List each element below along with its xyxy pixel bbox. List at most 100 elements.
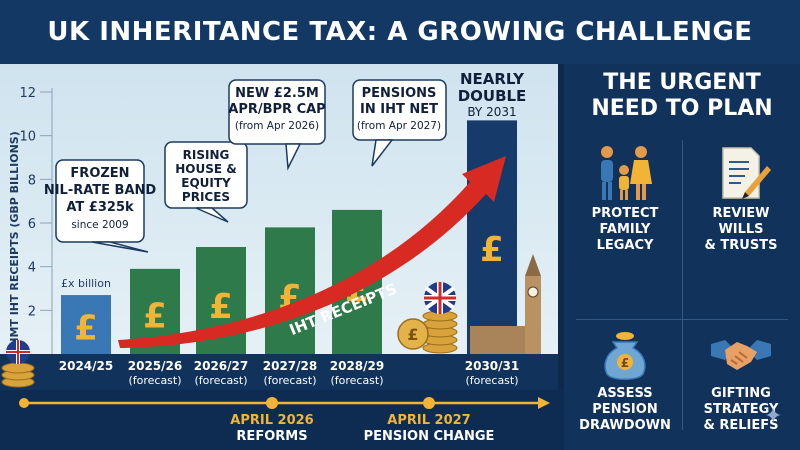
- flag-cross-red: [424, 282, 456, 314]
- x-tick-sublabel: (forecast): [128, 374, 181, 387]
- headline-note: BY 2031: [467, 105, 516, 119]
- timeline-arrowhead: [538, 397, 550, 409]
- x-tick-label: 2026/27: [194, 359, 248, 373]
- y-tick-label: 10: [19, 130, 36, 145]
- coin: [397, 318, 429, 350]
- callout-text: PENSIONS: [362, 86, 437, 101]
- callout-text: PRICES: [182, 190, 230, 204]
- timeline-dot-2026: [266, 397, 278, 409]
- callout-text: RISING: [183, 148, 230, 162]
- plan-item-label: DRAWDOWN: [579, 418, 671, 433]
- timeline-dot-2027: [423, 397, 435, 409]
- x-tick-label: 2025/26: [128, 359, 182, 373]
- timeline-event-date: APRIL 2026: [230, 413, 313, 428]
- planning-panel: THE URGENT NEED TO PLAN PROTECT FAMILY L…: [564, 64, 800, 450]
- callout-note: (from Apr 2026): [235, 120, 319, 132]
- callout-box: [228, 79, 326, 145]
- planning-title-line: NEED TO PLAN: [591, 96, 773, 121]
- y-tick-label: 4: [28, 261, 36, 276]
- flag-cross-red: [6, 340, 30, 364]
- callout-text: AT £325k: [66, 200, 134, 215]
- callout-note: since 2009: [71, 219, 128, 231]
- divider: [576, 319, 788, 320]
- plan-item-protect-legacy: PROTECT FAMILY LEGACY: [570, 144, 680, 254]
- callout-text: EQUITY: [181, 176, 231, 190]
- callout-box: [352, 79, 447, 141]
- plan-item-label: LEGACY: [596, 238, 654, 253]
- callout-text: HOUSE &: [175, 162, 236, 176]
- will-document-icon: [722, 147, 771, 199]
- plan-item-assess-pension: £ ASSESS PENSION DRAWDOWN: [570, 330, 680, 434]
- x-tick-sublabel: (forecast): [330, 374, 383, 387]
- headline-text: DOUBLE: [458, 87, 527, 105]
- x-tick-sublabel: (forecast): [263, 374, 316, 387]
- callout-pointer: [285, 143, 302, 171]
- bar-pound-symbol: £: [209, 287, 233, 327]
- pension-pot-icon: £: [604, 332, 646, 380]
- bar-pound-symbol: £: [143, 297, 167, 337]
- plan-item-label: PROTECT: [591, 206, 659, 221]
- plan-item-review-wills: REVIEW WILLS & TRUSTS: [686, 144, 796, 254]
- y-tick-label: 12: [19, 86, 36, 101]
- timeline-graphic: APRIL 2026 REFORMS APRIL 2027 PENSION CH…: [19, 397, 550, 444]
- uk-flag-coins-icon: [1, 340, 35, 388]
- unit-label: £x billion: [61, 277, 111, 290]
- plan-item-gifting-strategy: GIFTING STRATEGY & RELIEFS: [686, 330, 796, 434]
- y-tick-label: 8: [28, 173, 36, 188]
- plan-item-label: WILLS: [718, 222, 764, 237]
- callout-text: NEW £2.5M: [235, 86, 319, 101]
- coin-symbol: £: [407, 325, 418, 344]
- x-axis-band: [0, 354, 558, 390]
- reform-timeline: APRIL 2026 REFORMS APRIL 2027 PENSION CH…: [0, 390, 564, 450]
- sparkle-icon: ✦: [764, 404, 783, 429]
- plan-item-label: GIFTING: [711, 386, 771, 401]
- chart-panel: 2 4 6 8 10 12 HMT IHT RECEIPTS (GBP BILLIONS) …: [0, 64, 558, 390]
- plan-item-label: & TRUSTS: [704, 238, 778, 253]
- y-tick-label: 6: [28, 217, 36, 232]
- bar: [467, 120, 517, 354]
- y-axis-label: HMT IHT RECEIPTS (GBP BILLIONS): [8, 131, 21, 347]
- headline-text: NEARLY: [460, 70, 525, 88]
- callout-text: FROZEN: [70, 166, 129, 181]
- callout-text: APR/BPR CAP: [228, 102, 325, 117]
- plan-item-label: REVIEW: [712, 206, 770, 221]
- divider: [682, 140, 683, 430]
- plan-item-label: PENSION: [592, 402, 658, 417]
- clock-face: [527, 286, 539, 298]
- planning-title: THE URGENT NEED TO PLAN: [564, 70, 800, 122]
- timeline-event-label: REFORMS: [236, 429, 307, 444]
- timeline-event-label: PENSION CHANGE: [364, 429, 495, 444]
- plan-item-label: STRATEGY: [703, 402, 779, 417]
- plan-item-label: & RELIEFS: [703, 418, 779, 433]
- tower-spire: [525, 254, 541, 276]
- handshake-icon: [711, 340, 771, 370]
- bar-pound-symbol: £: [74, 308, 98, 348]
- trend-arrow: [118, 156, 506, 348]
- uk-flag-icon: [424, 282, 456, 314]
- plan-item-label: FAMILY: [599, 222, 651, 237]
- planning-title-line: THE URGENT: [603, 70, 761, 95]
- bar: [265, 227, 315, 354]
- callout-pointer: [195, 207, 229, 223]
- x-tick-label: 2028/29: [330, 359, 384, 373]
- timeline-start-dot: [19, 398, 29, 408]
- x-tick-sublabel: (forecast): [194, 374, 247, 387]
- svg-text:£: £: [621, 356, 629, 370]
- y-tick-label: 2: [28, 304, 36, 319]
- x-tick-label: 2030/31: [465, 359, 519, 373]
- timeline-event-date: APRIL 2027: [387, 413, 470, 428]
- x-tick-label: 2024/25: [59, 359, 113, 373]
- callout-pointer: [91, 241, 149, 253]
- coin: [1, 362, 35, 374]
- bar-pound-symbol: £: [480, 230, 504, 270]
- page-title: UK INHERITANCE TAX: A GROWING CHALLENGE: [47, 17, 753, 47]
- callout-text: NIL-RATE BAND: [44, 183, 157, 198]
- family-icon: [601, 146, 652, 200]
- big-ben-icon: [470, 254, 541, 354]
- coin-stack-icon: £: [397, 310, 458, 354]
- callout-note: (from Apr 2027): [357, 120, 441, 132]
- x-tick-label: 2027/28: [263, 359, 317, 373]
- bar: [61, 295, 111, 354]
- callout-text: IN IHT NET: [360, 102, 438, 117]
